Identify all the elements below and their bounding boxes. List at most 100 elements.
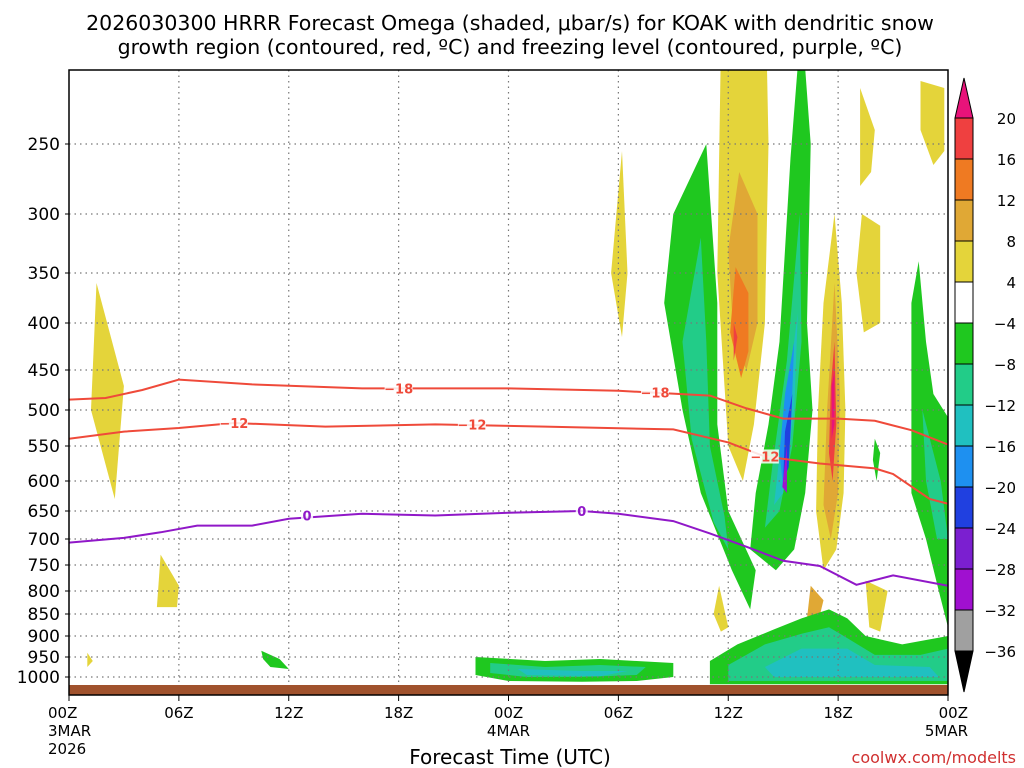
omega-region-11 — [750, 70, 813, 571]
colorbar-swatch-top-arrow — [954, 77, 974, 119]
colorbar-swatch-bottom-arrow — [954, 650, 974, 693]
chart-title-line1: 2026030300 HRRR Forecast Omega (shaded, … — [86, 11, 934, 35]
y-tick-label-600: 600 — [28, 472, 60, 492]
y-tick-label-850: 850 — [28, 605, 60, 625]
omega-region-3 — [611, 151, 628, 338]
colorbar-swatch-3 — [954, 199, 974, 242]
colorbar-swatch-9 — [954, 445, 974, 488]
y-tick-label-800: 800 — [28, 582, 60, 602]
x-tick-label-2: 12Z — [274, 704, 303, 722]
colorbar-label-20: 20 — [997, 110, 1016, 128]
y-tick-label-400: 400 — [28, 314, 60, 334]
colorbar-swatch-2 — [954, 158, 974, 201]
colorbar-label--36: −36 — [984, 643, 1016, 661]
temperature-contours: −18 −18 −12 −12 −12 0 0 — [69, 378, 948, 587]
omega-region-9 — [733, 323, 738, 361]
x-tick-label-8: 00Z — [939, 704, 968, 722]
contour-label--12-0: −12 — [219, 417, 248, 432]
colorbar-label--20: −20 — [984, 479, 1016, 497]
colorbar-legend: 20 16 12 8 4 −4 −8 −12 −16 −20 −24 −28 −32 −36 — [954, 77, 1016, 693]
contour-label-bg — [219, 415, 248, 430]
colorbar-swatch-11 — [954, 527, 974, 570]
omega-region-22 — [856, 214, 881, 333]
omega-region-23 — [860, 88, 875, 186]
colorbar-label--16: −16 — [984, 438, 1016, 456]
omega-region-4 — [664, 144, 756, 610]
omega-region-32 — [261, 650, 289, 669]
y-tick-label-950: 950 — [28, 648, 60, 668]
omega-region-0 — [91, 283, 124, 499]
colorbar-swatch-4 — [954, 240, 974, 283]
x-axis-label: Forecast Time (UTC) — [409, 745, 611, 768]
colorbar-label--8: −8 — [994, 356, 1016, 374]
y-tick-label-300: 300 — [28, 205, 60, 225]
colorbar-swatch-10 — [954, 486, 974, 529]
y-tick-label-500: 500 — [28, 401, 60, 421]
omega-region-10 — [713, 585, 729, 632]
colorbar-swatch-5 — [954, 281, 974, 324]
x-tick-label-1: 06Z — [164, 704, 193, 722]
colorbar-label--24: −24 — [984, 520, 1016, 538]
y-tick-label-450: 450 — [28, 361, 60, 381]
colorbar-label-12: 12 — [997, 192, 1016, 210]
grid-lines — [69, 70, 948, 685]
omega-region-35 — [764, 648, 939, 677]
contour-line--18 — [69, 378, 948, 446]
contour-label-bg — [575, 504, 588, 518]
contour-label--12-2: −12 — [750, 451, 779, 466]
y-tick-label-750: 750 — [28, 556, 60, 576]
omega-region-25 — [865, 580, 888, 632]
contour-label-0-0: 0 — [303, 509, 312, 524]
colorbar-swatch-6 — [954, 322, 974, 365]
colorbar-label-16: 16 — [997, 151, 1016, 169]
contour-label--18-1: −18 — [641, 386, 670, 401]
colorbar-swatch-8 — [954, 404, 974, 447]
omega-region-16 — [782, 446, 787, 493]
contour-label--12-1: −12 — [457, 418, 486, 433]
x-tick-label-7: 18Z — [823, 704, 852, 722]
colorbar-label-8: 8 — [1006, 233, 1016, 251]
omega-region-14 — [779, 341, 795, 487]
contour-label-0-1: 0 — [577, 505, 586, 520]
y-tick-label-650: 650 — [28, 502, 60, 522]
x-tick-label-3: 18Z — [384, 704, 413, 722]
contour-label--18-0: −18 — [384, 382, 413, 397]
omega-region-24 — [920, 81, 945, 165]
x-tick-label-0: 00Z — [48, 704, 77, 722]
y-tick-label-250: 250 — [28, 135, 60, 155]
contour-label-bg — [384, 381, 413, 396]
contour-line--12 — [69, 421, 948, 505]
omega-region-26 — [872, 438, 881, 481]
omega-region-31 — [517, 669, 628, 677]
chart-title-line2: growth region (contoured, red, ºC) and f… — [118, 35, 903, 59]
y-axis: 2503003504004505005506006507007508008509… — [17, 135, 69, 688]
omega-region-28 — [922, 410, 948, 539]
y-tick-label-350: 350 — [28, 264, 60, 284]
x-tick-label-4: 00Z — [494, 704, 523, 722]
colorbar-label-4: 4 — [1006, 274, 1016, 292]
colorbar-swatch-1 — [954, 117, 974, 160]
omega-region-20 — [831, 370, 835, 439]
colorbar-label--28: −28 — [984, 561, 1016, 579]
contour-label-bg — [641, 385, 669, 400]
x-tick-label-6: 12Z — [714, 704, 743, 722]
contour-label-bg — [750, 449, 779, 464]
omega-region-5 — [682, 237, 729, 550]
colorbar-label--4: −4 — [994, 315, 1016, 333]
x-tick-date-8: 5MAR — [925, 722, 968, 740]
omega-region-1 — [156, 554, 179, 608]
y-tick-label-1000: 1000 — [17, 668, 60, 688]
y-tick-label-700: 700 — [28, 530, 60, 550]
colorbar-swatch-13 — [954, 609, 974, 652]
x-tick-label-5: 06Z — [604, 704, 633, 722]
colorbar-swatch-12 — [954, 568, 974, 611]
contour-label-bg — [301, 508, 314, 523]
site-credit: coolwx.com/modelts — [852, 748, 1016, 767]
y-tick-label-900: 900 — [28, 627, 60, 647]
x-tick-date-0: 3MAR — [48, 722, 91, 740]
colorbar-swatch-7 — [954, 363, 974, 406]
omega-region-2 — [87, 652, 93, 667]
x-tick-year-0: 2026 — [48, 740, 86, 758]
